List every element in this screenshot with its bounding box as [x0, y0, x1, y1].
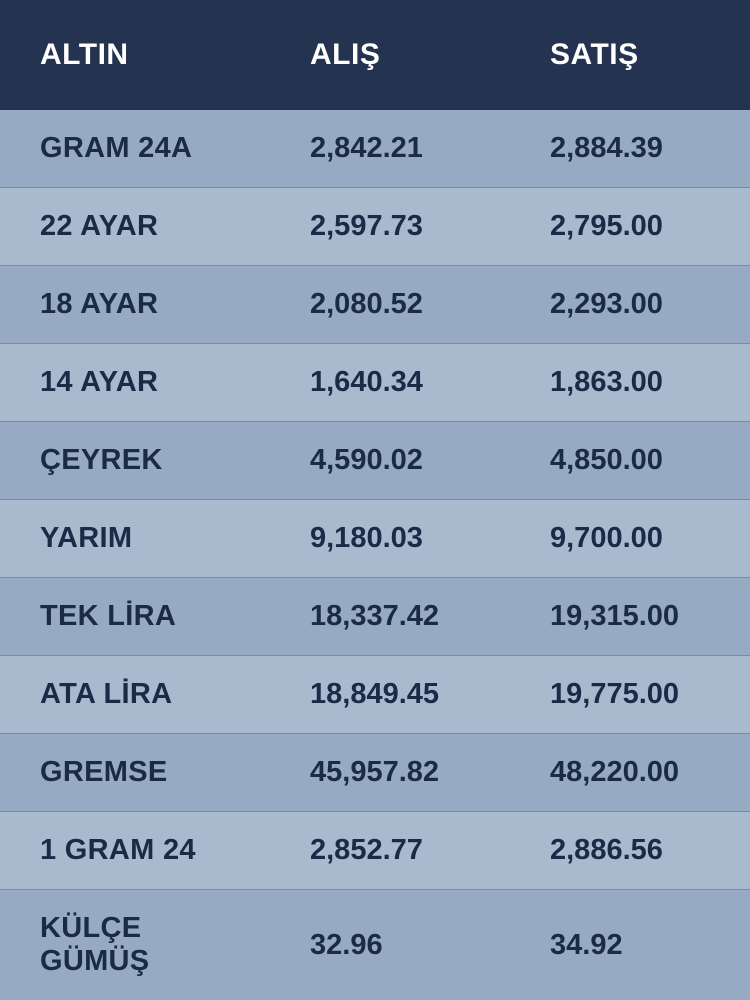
header-sell: SATIŞ — [510, 0, 750, 110]
cell-name: YARIM — [0, 500, 270, 578]
cell-buy: 1,640.34 — [270, 344, 510, 422]
cell-sell: 9,700.00 — [510, 500, 750, 578]
cell-sell: 4,850.00 — [510, 422, 750, 500]
cell-sell: 19,315.00 — [510, 578, 750, 656]
table-header-row: ALTIN ALIŞ SATIŞ — [0, 0, 750, 110]
table-row: YARIM 9,180.03 9,700.00 — [0, 500, 750, 578]
cell-buy: 9,180.03 — [270, 500, 510, 578]
cell-buy: 45,957.82 — [270, 734, 510, 812]
cell-name: GREMSE — [0, 734, 270, 812]
cell-sell: 48,220.00 — [510, 734, 750, 812]
cell-sell: 2,795.00 — [510, 188, 750, 266]
cell-buy: 18,337.42 — [270, 578, 510, 656]
cell-sell: 34.92 — [510, 890, 750, 1000]
table-row: ÇEYREK 4,590.02 4,850.00 — [0, 422, 750, 500]
table-row: 1 GRAM 24 2,852.77 2,886.56 — [0, 812, 750, 890]
cell-name: ÇEYREK — [0, 422, 270, 500]
cell-buy: 32.96 — [270, 890, 510, 1000]
cell-buy: 18,849.45 — [270, 656, 510, 734]
cell-buy: 2,597.73 — [270, 188, 510, 266]
table-row: KÜLÇE GÜMÜŞ 32.96 34.92 — [0, 890, 750, 1000]
cell-name: KÜLÇE GÜMÜŞ — [0, 890, 270, 1000]
cell-name: 14 AYAR — [0, 344, 270, 422]
cell-buy: 4,590.02 — [270, 422, 510, 500]
table-row: 18 AYAR 2,080.52 2,293.00 — [0, 266, 750, 344]
cell-sell: 19,775.00 — [510, 656, 750, 734]
cell-name: GRAM 24A — [0, 110, 270, 188]
cell-name: 18 AYAR — [0, 266, 270, 344]
table-row: TEK LİRA 18,337.42 19,315.00 — [0, 578, 750, 656]
table-row: GREMSE 45,957.82 48,220.00 — [0, 734, 750, 812]
table-row: ATA LİRA 18,849.45 19,775.00 — [0, 656, 750, 734]
table-row: 14 AYAR 1,640.34 1,863.00 — [0, 344, 750, 422]
cell-buy: 2,842.21 — [270, 110, 510, 188]
cell-buy: 2,080.52 — [270, 266, 510, 344]
header-name: ALTIN — [0, 0, 270, 110]
table-row: 22 AYAR 2,597.73 2,795.00 — [0, 188, 750, 266]
gold-prices-table: ALTIN ALIŞ SATIŞ GRAM 24A 2,842.21 2,884… — [0, 0, 750, 1000]
cell-sell: 2,293.00 — [510, 266, 750, 344]
cell-name: 1 GRAM 24 — [0, 812, 270, 890]
cell-sell: 2,884.39 — [510, 110, 750, 188]
cell-name: ATA LİRA — [0, 656, 270, 734]
table-body: GRAM 24A 2,842.21 2,884.39 22 AYAR 2,597… — [0, 110, 750, 1000]
cell-name: 22 AYAR — [0, 188, 270, 266]
cell-name: TEK LİRA — [0, 578, 270, 656]
cell-sell: 1,863.00 — [510, 344, 750, 422]
cell-sell: 2,886.56 — [510, 812, 750, 890]
header-buy: ALIŞ — [270, 0, 510, 110]
table-row: GRAM 24A 2,842.21 2,884.39 — [0, 110, 750, 188]
cell-buy: 2,852.77 — [270, 812, 510, 890]
